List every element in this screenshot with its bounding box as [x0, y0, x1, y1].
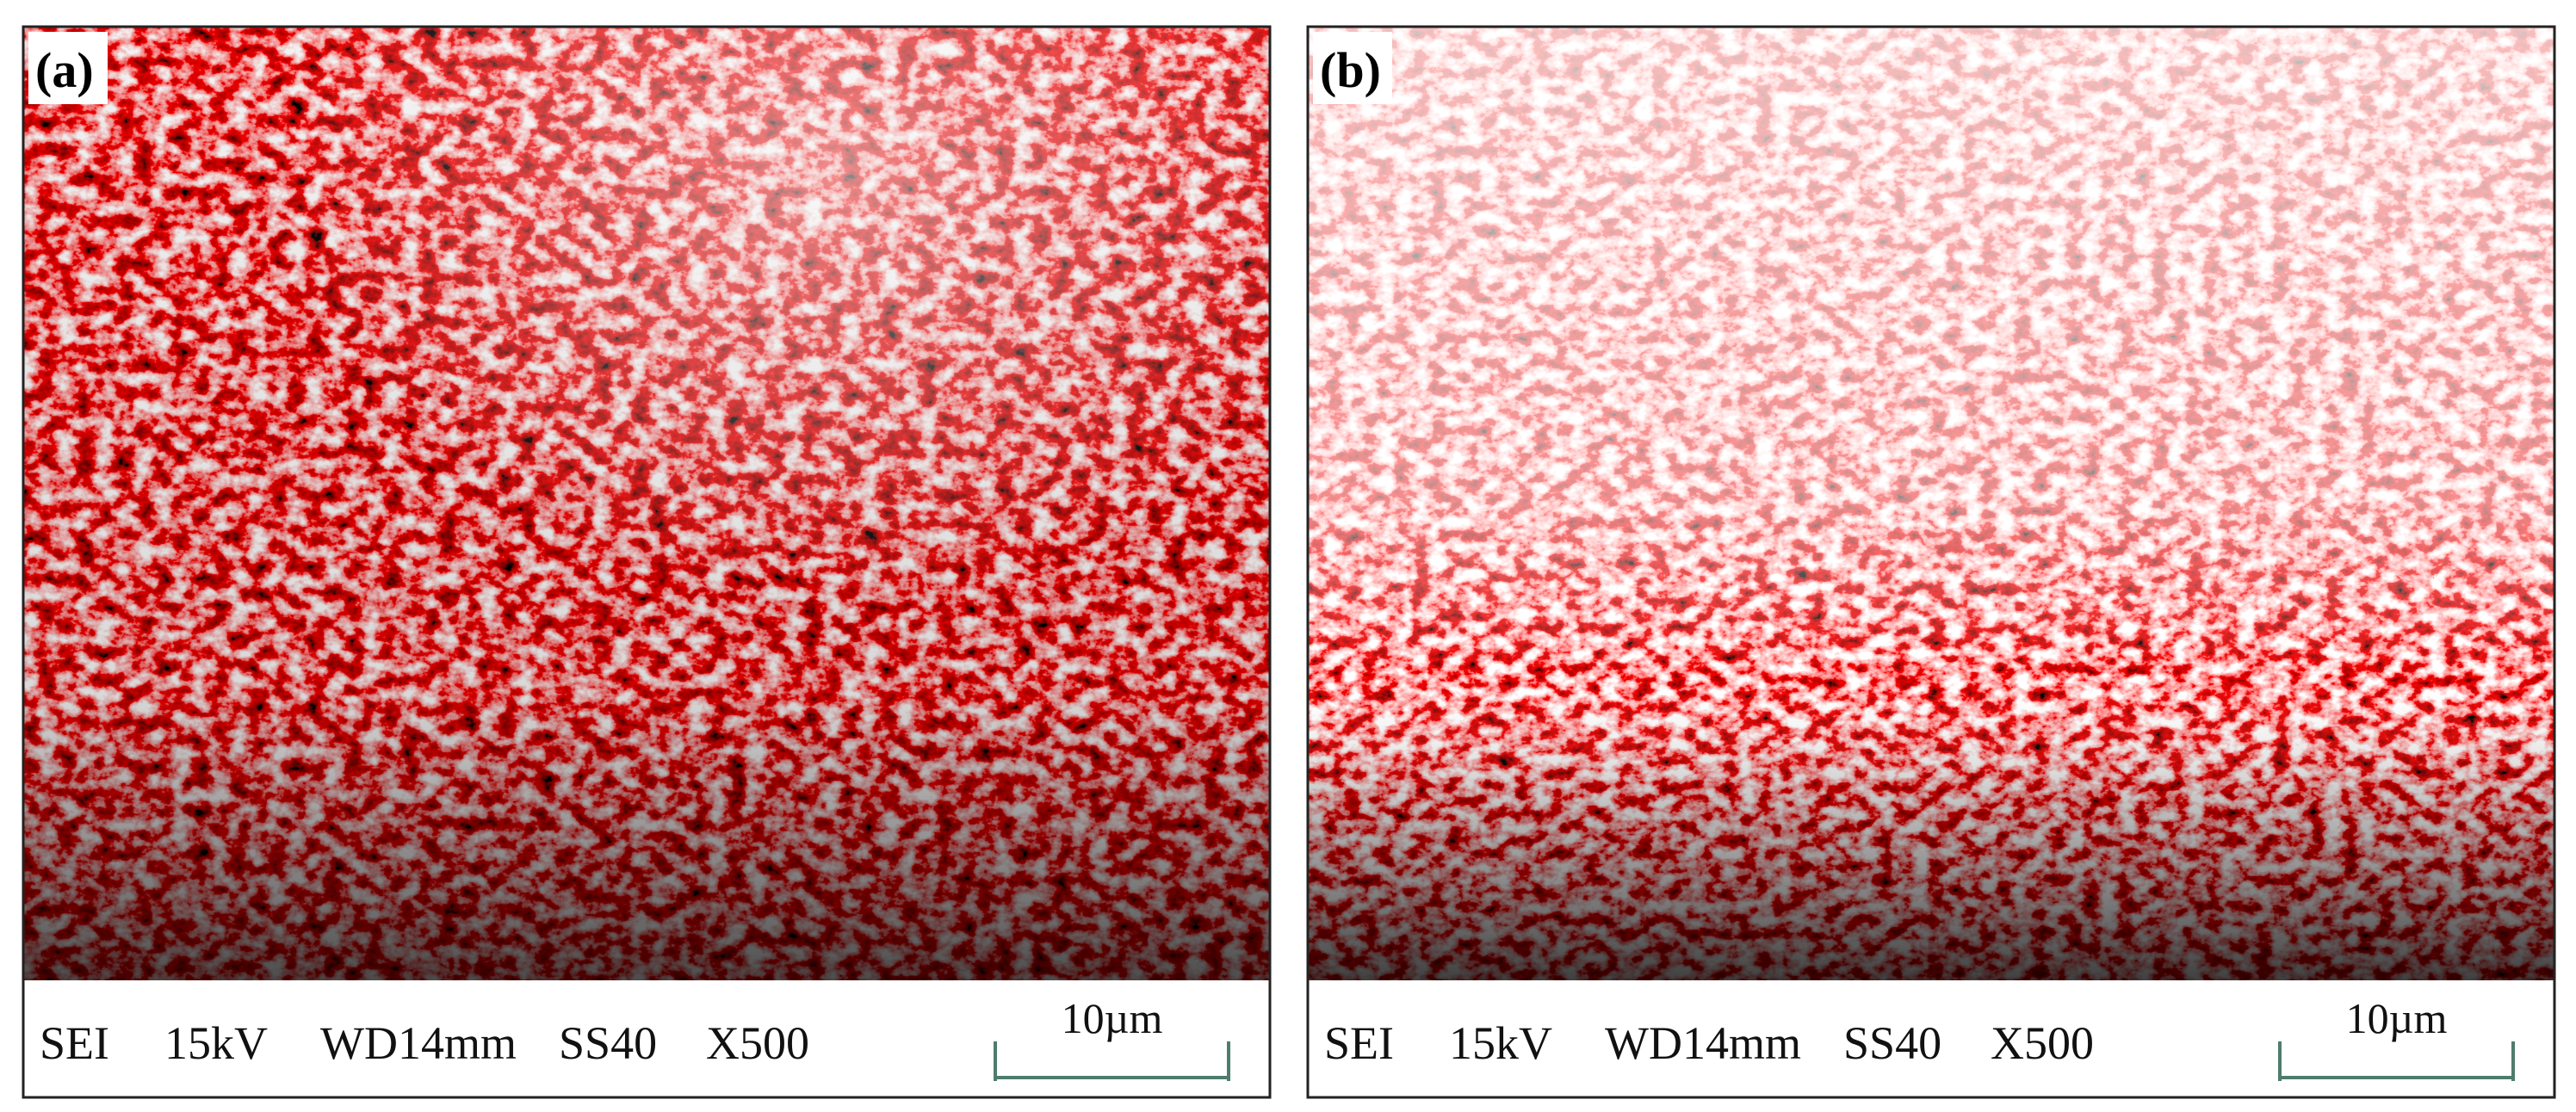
info-text: SEI	[1324, 1017, 1394, 1069]
panel-border	[1306, 25, 2556, 1099]
info-text: SS40	[559, 1017, 657, 1069]
image-shading	[1308, 27, 2554, 980]
label-bg	[28, 32, 108, 104]
info-text: WD14mm	[1605, 1017, 1801, 1069]
info-text: SS40	[1843, 1017, 1941, 1069]
image-highlight	[23, 27, 1270, 980]
panel: (a) SEI 15kV WD14mm SS40 X500 10µm	[22, 25, 1272, 1099]
panel-border	[22, 25, 1272, 1099]
panel: (b) SEI 15kV WD14mm SS40 X500 10µm	[1306, 25, 2556, 1099]
info-text: 15kV	[164, 1017, 268, 1069]
label-bg	[1313, 32, 1392, 104]
info-text: X500	[1991, 1017, 2094, 1069]
scale-label: 10µm	[1062, 994, 1163, 1042]
scale-label: 10µm	[2346, 994, 2448, 1042]
info-text: WD14mm	[320, 1017, 517, 1069]
panel-label: (a)	[35, 42, 94, 98]
info-text: 15kV	[1449, 1017, 1552, 1069]
info-text: SEI	[40, 1017, 109, 1069]
info-text: X500	[706, 1017, 809, 1069]
panel-label: (b)	[1320, 42, 1381, 98]
